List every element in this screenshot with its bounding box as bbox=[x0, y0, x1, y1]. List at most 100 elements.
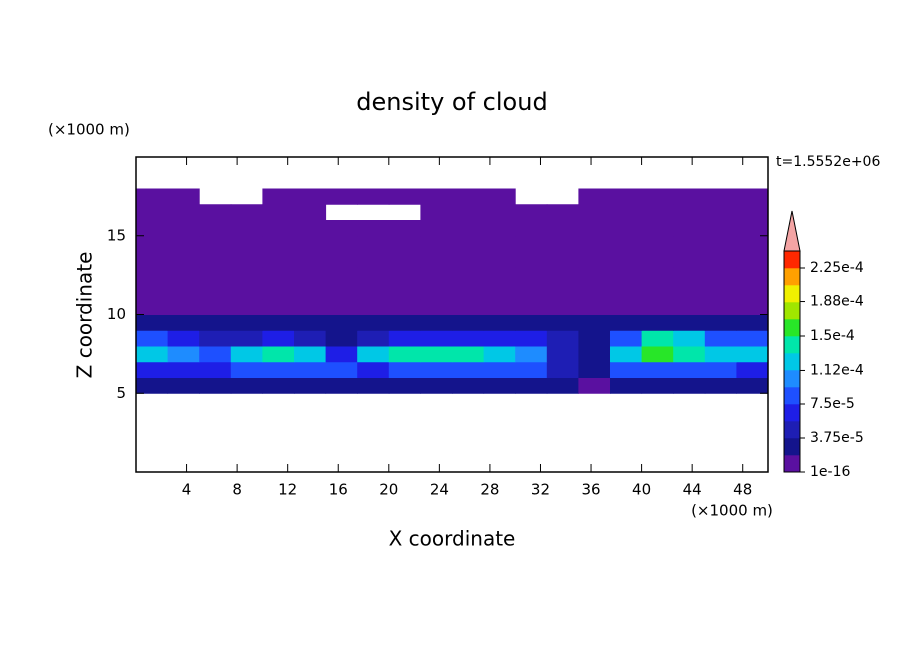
contour-cell bbox=[704, 377, 737, 394]
contour-cell bbox=[262, 314, 295, 331]
colorbar-band bbox=[784, 336, 800, 354]
contour-cell bbox=[325, 188, 358, 205]
x-axis-label: X coordinate bbox=[389, 527, 516, 551]
contour-cell bbox=[736, 283, 769, 300]
contour-cell bbox=[199, 346, 232, 363]
contour-cell bbox=[199, 220, 232, 237]
contour-cell bbox=[704, 267, 737, 284]
contour-cell bbox=[262, 235, 295, 252]
contour-cell bbox=[388, 235, 421, 252]
contour-cell bbox=[483, 188, 516, 205]
contour-cell bbox=[136, 314, 169, 331]
contour-cell bbox=[641, 188, 674, 205]
contour-cell bbox=[357, 267, 390, 284]
contour-cell bbox=[357, 298, 390, 315]
contour-cell bbox=[610, 235, 643, 252]
contour-cell bbox=[420, 283, 453, 300]
contour-cell bbox=[420, 204, 453, 221]
contour-cell bbox=[704, 204, 737, 221]
contour-cell bbox=[736, 235, 769, 252]
colorbar-band bbox=[784, 438, 800, 456]
contour-cell bbox=[483, 235, 516, 252]
contour-cell bbox=[167, 298, 200, 315]
colorbar-band bbox=[784, 387, 800, 405]
colorbar-tick-label: 1.88e-4 bbox=[810, 294, 864, 310]
contour-cell bbox=[578, 204, 611, 221]
contour-cell bbox=[388, 346, 421, 363]
contour-cell bbox=[578, 220, 611, 237]
x-tick-label: 44 bbox=[683, 481, 702, 499]
contour-cell bbox=[641, 283, 674, 300]
contour-cell bbox=[388, 377, 421, 394]
contour-cell bbox=[420, 188, 453, 205]
contour-cell bbox=[483, 283, 516, 300]
contour-cell bbox=[167, 204, 200, 221]
contour-cell bbox=[736, 298, 769, 315]
contour-cell bbox=[578, 188, 611, 205]
contour-cell bbox=[546, 204, 579, 221]
contour-cell bbox=[136, 361, 169, 378]
contour-cell bbox=[294, 298, 327, 315]
contour-cell bbox=[230, 377, 263, 394]
contour-cell bbox=[578, 314, 611, 331]
contour-cell bbox=[388, 283, 421, 300]
contour-cell bbox=[294, 220, 327, 237]
contour-cell bbox=[420, 346, 453, 363]
contour-cell bbox=[610, 377, 643, 394]
contour-cell bbox=[641, 251, 674, 268]
contour-cell bbox=[452, 314, 485, 331]
x-tick-label: 40 bbox=[632, 481, 651, 499]
colorbar-band bbox=[784, 353, 800, 371]
contour-cell bbox=[199, 298, 232, 315]
contour-cell bbox=[262, 377, 295, 394]
contour-cell bbox=[420, 377, 453, 394]
contour-cell bbox=[325, 251, 358, 268]
contour-cell bbox=[483, 298, 516, 315]
contour-cell bbox=[357, 251, 390, 268]
contour-cell bbox=[420, 267, 453, 284]
contour-cell bbox=[388, 251, 421, 268]
contour-cell bbox=[199, 314, 232, 331]
contour-cell bbox=[167, 361, 200, 378]
contour-cell bbox=[294, 346, 327, 363]
contour-cell bbox=[673, 298, 706, 315]
contour-cell bbox=[420, 220, 453, 237]
contour-cell bbox=[641, 267, 674, 284]
contour-cell bbox=[515, 283, 548, 300]
contour-cell bbox=[673, 251, 706, 268]
contour-cell bbox=[515, 314, 548, 331]
contour-cell bbox=[167, 267, 200, 284]
colorbar-tick-label: 2.25e-4 bbox=[810, 260, 864, 276]
contour-cell bbox=[673, 188, 706, 205]
contour-cell bbox=[294, 361, 327, 378]
contour-cell bbox=[199, 267, 232, 284]
contour-cell bbox=[578, 298, 611, 315]
contour-cell bbox=[483, 267, 516, 284]
contour-cell bbox=[262, 251, 295, 268]
contour-cell bbox=[230, 361, 263, 378]
contour-cell bbox=[420, 314, 453, 331]
x-tick-label: 32 bbox=[531, 481, 550, 499]
contour-cell bbox=[641, 204, 674, 221]
y-tick-label: 15 bbox=[107, 226, 126, 244]
contour-cell bbox=[546, 267, 579, 284]
contour-cell bbox=[294, 330, 327, 347]
contour-cell bbox=[546, 251, 579, 268]
contour-cell bbox=[452, 235, 485, 252]
contour-cell bbox=[673, 361, 706, 378]
colorbar-tick-label: 1e-16 bbox=[810, 464, 850, 480]
contour-cell bbox=[420, 330, 453, 347]
contour-cell bbox=[357, 361, 390, 378]
contour-cell bbox=[673, 235, 706, 252]
contour-cell bbox=[704, 251, 737, 268]
contour-cell bbox=[578, 346, 611, 363]
contour-cell bbox=[167, 235, 200, 252]
contour-cell bbox=[294, 204, 327, 221]
contour-cell bbox=[452, 251, 485, 268]
contour-cell bbox=[325, 314, 358, 331]
contour-cell bbox=[515, 235, 548, 252]
contour-cell bbox=[230, 251, 263, 268]
contour-cell bbox=[546, 346, 579, 363]
y-unit: (×1000 m) bbox=[48, 121, 130, 139]
